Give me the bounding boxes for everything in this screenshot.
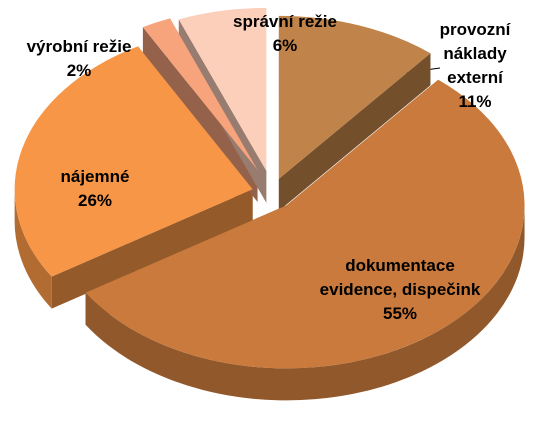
category-label: správní režie (233, 12, 337, 31)
value-label: 11% (458, 92, 492, 111)
slice (142, 18, 258, 170)
value-label: 2% (66, 61, 92, 80)
value-label: 6% (272, 36, 298, 55)
slice-outer-wall (85, 205, 525, 401)
slice (278, 15, 431, 179)
slice-label: nájemné 26% (40, 165, 150, 213)
slice-radial-wall (51, 189, 253, 309)
slice (85, 79, 525, 369)
value-label: 55% (382, 304, 418, 323)
slice-label: provozní náklady externí 11% (415, 18, 535, 114)
category-label: nájemné (60, 167, 130, 186)
slice-tops (14, 7, 525, 369)
slice-radial-wall (278, 53, 431, 211)
slice-label: dokumentace evidence, dispečink 55% (305, 254, 495, 326)
slice (178, 7, 267, 171)
slice-outer-wall (14, 189, 52, 309)
slice-label: výrobní režie 2% (0, 35, 158, 83)
value-label: 26% (77, 191, 113, 210)
slice-radial-wall (142, 27, 258, 202)
slice-label: správní režie 6% (215, 10, 355, 58)
category-label: provozní náklady externí (439, 20, 511, 87)
category-label: dokumentace evidence, dispečink (319, 256, 481, 299)
category-label: výrobní režie (26, 37, 132, 56)
slice (14, 46, 253, 277)
